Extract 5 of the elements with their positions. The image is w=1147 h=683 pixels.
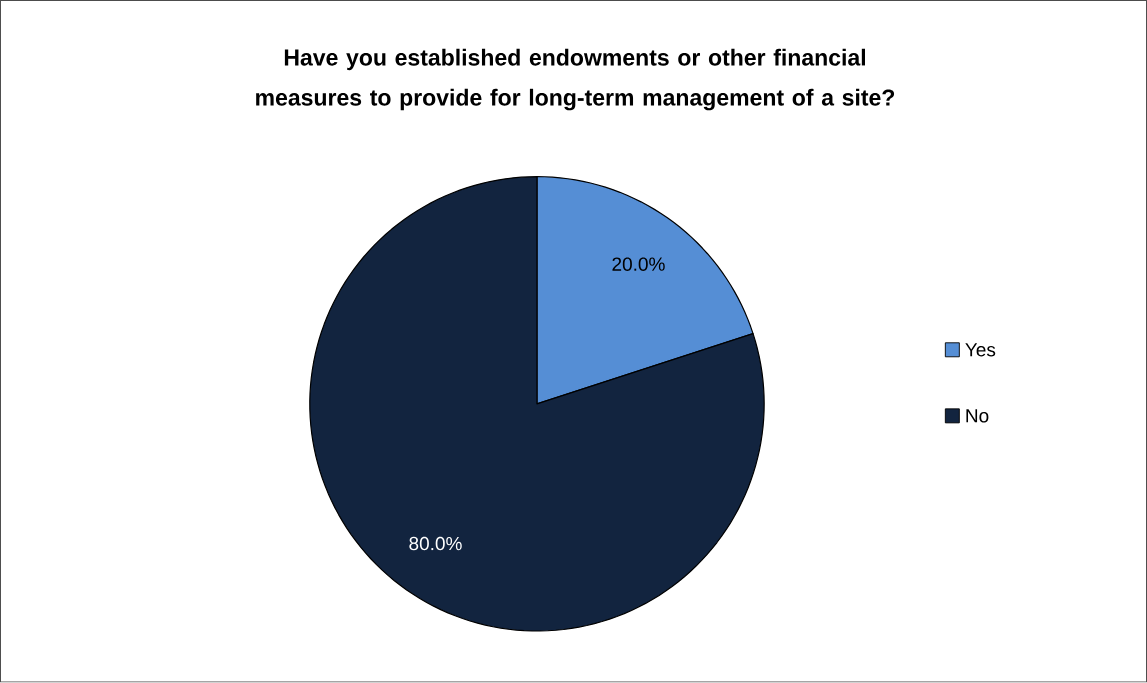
legend-label: Yes — [965, 343, 996, 357]
legend-label: No — [966, 409, 989, 423]
chart-title: Have you established endowments or other financial measures to provide for long-term management of a site? — [256, 48, 895, 111]
data-label: 80.0% — [409, 537, 462, 551]
data-label: 20.0% — [612, 257, 665, 272]
